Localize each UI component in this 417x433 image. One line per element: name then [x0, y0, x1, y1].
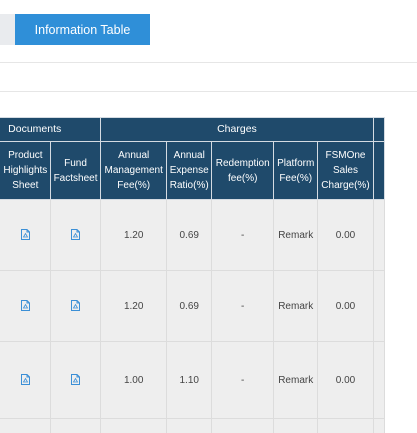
- annual-expense-ratio-cell: 0.69: [165, 270, 213, 342]
- table-row: [0, 418, 385, 433]
- col-fund-factsheet: Fund Factsheet: [49, 141, 102, 200]
- redemption-fee-cell: -: [211, 199, 274, 271]
- annual-management-fee-cell: 1.00: [100, 341, 167, 419]
- fsmone-sales-charge-cell: 0.00: [317, 341, 374, 419]
- fund-factsheet-cell: [49, 270, 102, 342]
- empty-cell: [100, 418, 167, 433]
- fund-factsheet-cell: [49, 199, 102, 271]
- pdf-file-icon[interactable]: [71, 300, 81, 312]
- divider: [0, 62, 417, 63]
- pdf-file-icon[interactable]: [71, 229, 81, 241]
- platform-fee-cell: Remark: [272, 341, 319, 419]
- product-highlights-cell: [0, 199, 51, 271]
- empty-cell: [317, 418, 374, 433]
- empty-cell: [272, 418, 319, 433]
- empty-cell: [165, 418, 213, 433]
- annual-management-fee-cell: 1.20: [100, 270, 167, 342]
- fund-factsheet-cell: [49, 341, 102, 419]
- group-header-documents: Documents: [0, 117, 102, 142]
- tab-bar: Information Table: [0, 0, 417, 62]
- pdf-file-icon[interactable]: [20, 229, 30, 241]
- col-product-highlights-sheet: Product Highlights Sheet: [0, 141, 51, 200]
- tab-information-table[interactable]: Information Table: [15, 14, 150, 45]
- fsmone-sales-charge-cell: 0.00: [317, 199, 374, 271]
- col-annual-management-fee: Annual Management Fee(%): [100, 141, 167, 200]
- annual-management-fee-cell: 1.20: [100, 199, 167, 271]
- table-row: 1.20 0.69 - Remark 0.00: [0, 270, 385, 342]
- col-redemption-fee: Redemption fee(%): [211, 141, 274, 200]
- empty-cell: [372, 418, 385, 433]
- empty-cell: [49, 418, 102, 433]
- platform-fee-cell: Remark: [272, 199, 319, 271]
- pdf-file-icon[interactable]: [71, 374, 81, 386]
- fund-information-table: Documents Charges Product Highlights She…: [0, 117, 417, 433]
- table-row: 1.20 0.69 - Remark 0.00: [0, 199, 385, 271]
- divider: [0, 91, 417, 92]
- fsmone-sales-charge-cell: 0.00: [317, 270, 374, 342]
- col-fsmone-sales-charge: FSMOne Sales Charge(%): [317, 141, 374, 200]
- col-annual-expense-ratio: Annual Expense Ratio(%): [165, 141, 213, 200]
- annual-expense-ratio-cell: 0.69: [165, 199, 213, 271]
- group-header-charges: Charges: [100, 117, 374, 142]
- platform-fee-cell: Remark: [272, 270, 319, 342]
- next-cell: [372, 341, 385, 419]
- empty-cell: [211, 418, 274, 433]
- product-highlights-cell: [0, 270, 51, 342]
- col-next: [372, 141, 385, 200]
- annual-expense-ratio-cell: 1.10: [165, 341, 213, 419]
- next-cell: [372, 270, 385, 342]
- redemption-fee-cell: -: [211, 270, 274, 342]
- pdf-file-icon[interactable]: [20, 374, 30, 386]
- redemption-fee-cell: -: [211, 341, 274, 419]
- table-row: 1.00 1.10 - Remark 0.00: [0, 341, 385, 419]
- col-platform-fee: Platform Fee(%): [272, 141, 319, 200]
- tab-previous[interactable]: [0, 14, 15, 45]
- empty-cell: [0, 418, 51, 433]
- product-highlights-cell: [0, 341, 51, 419]
- pdf-file-icon[interactable]: [20, 300, 30, 312]
- group-header-next: [372, 117, 385, 142]
- next-cell: [372, 199, 385, 271]
